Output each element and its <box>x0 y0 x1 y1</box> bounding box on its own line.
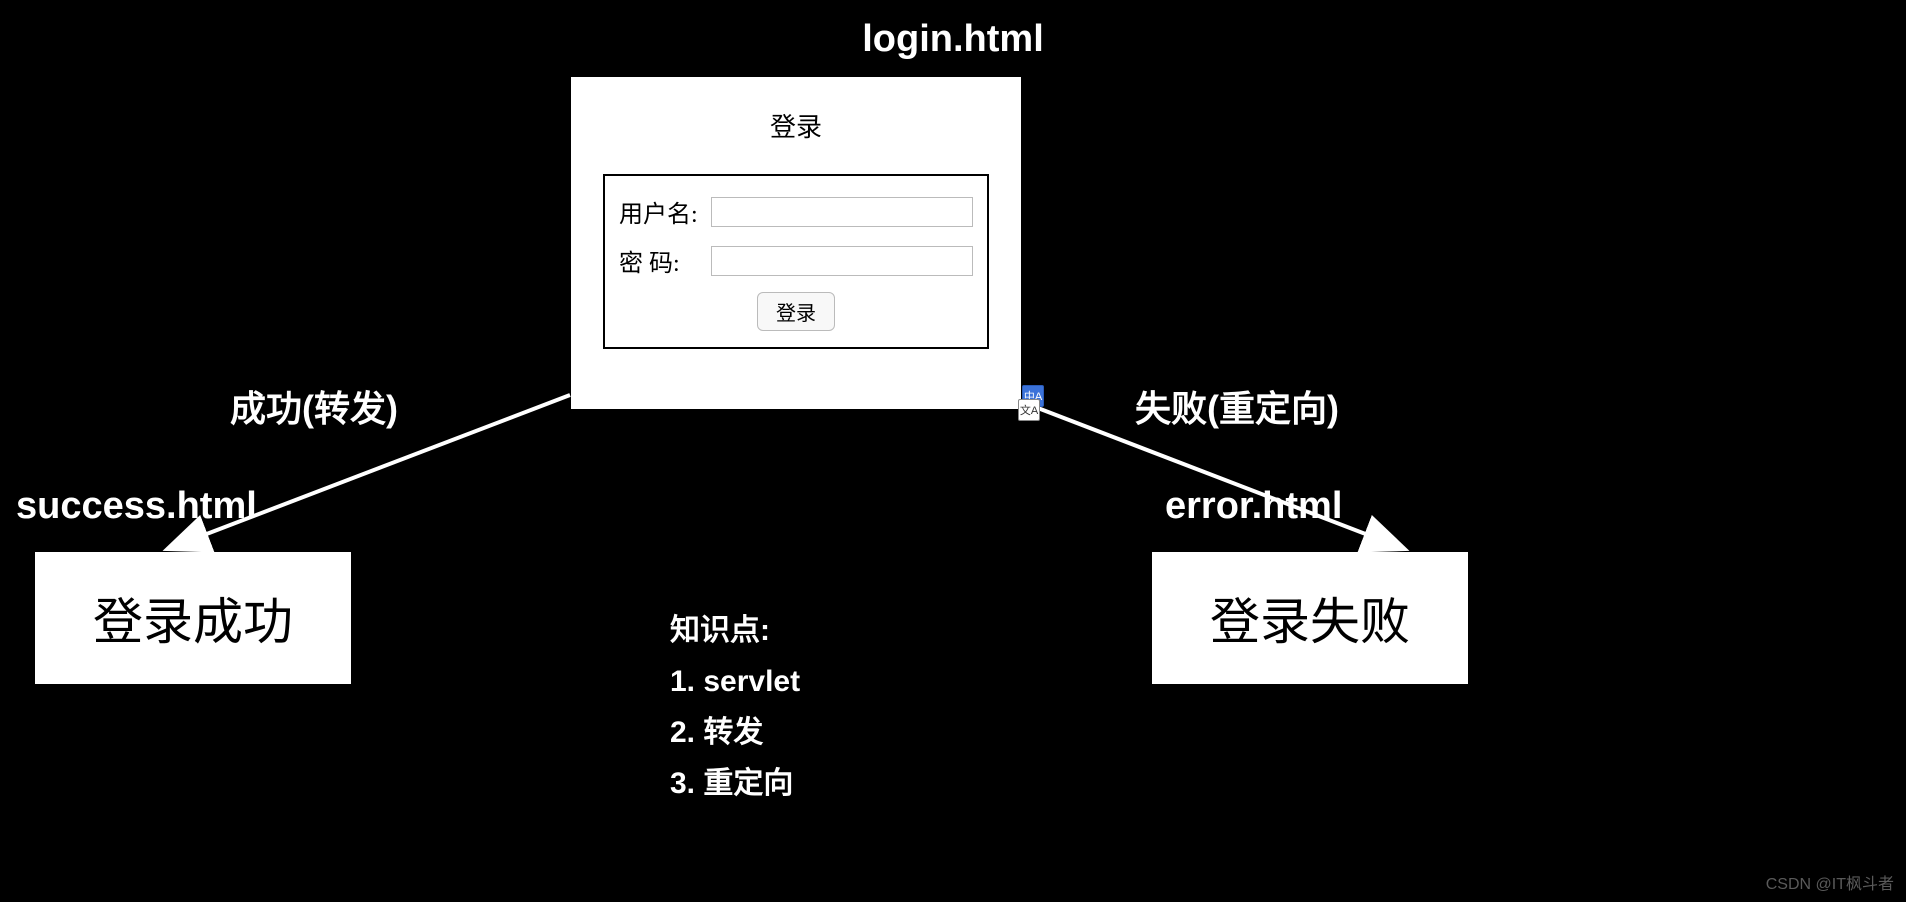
translate-icon[interactable]: 中A 文A <box>1018 385 1046 423</box>
error-page-label: error.html <box>1165 485 1342 528</box>
username-input[interactable] <box>711 197 973 227</box>
login-page-title: login.html <box>862 18 1044 61</box>
error-arrow-label: 失败(重定向) <box>1135 380 1339 432</box>
success-arrow-label: 成功(转发) <box>230 380 398 432</box>
error-result-box: 登录失败 <box>1152 552 1468 684</box>
login-heading: 登录 <box>591 107 1001 144</box>
password-label: 密 码: <box>619 243 711 278</box>
watermark: CSDN @IT枫斗者 <box>1766 870 1894 894</box>
password-row: 密 码: <box>619 243 973 278</box>
knowledge-section: 知识点: 1. servlet 2. 转发 3. 重定向 <box>670 605 800 809</box>
login-form-box: 用户名: 密 码: 登录 <box>603 174 989 349</box>
login-panel: 登录 用户名: 密 码: 登录 <box>571 77 1021 409</box>
success-page-label: success.html <box>16 485 257 528</box>
login-submit-button[interactable]: 登录 <box>757 292 835 331</box>
username-row: 用户名: <box>619 194 973 229</box>
translate-icon-bottom: 文A <box>1018 399 1040 421</box>
knowledge-item-3: 3. 重定向 <box>670 758 800 809</box>
username-label: 用户名: <box>619 194 711 229</box>
success-result-text: 登录成功 <box>93 582 293 654</box>
error-result-text: 登录失败 <box>1210 582 1410 654</box>
knowledge-item-1: 1. servlet <box>670 656 800 707</box>
success-result-box: 登录成功 <box>35 552 351 684</box>
submit-row: 登录 <box>619 292 973 331</box>
knowledge-item-2: 2. 转发 <box>670 707 800 758</box>
knowledge-title: 知识点: <box>670 605 800 656</box>
password-input[interactable] <box>711 246 973 276</box>
